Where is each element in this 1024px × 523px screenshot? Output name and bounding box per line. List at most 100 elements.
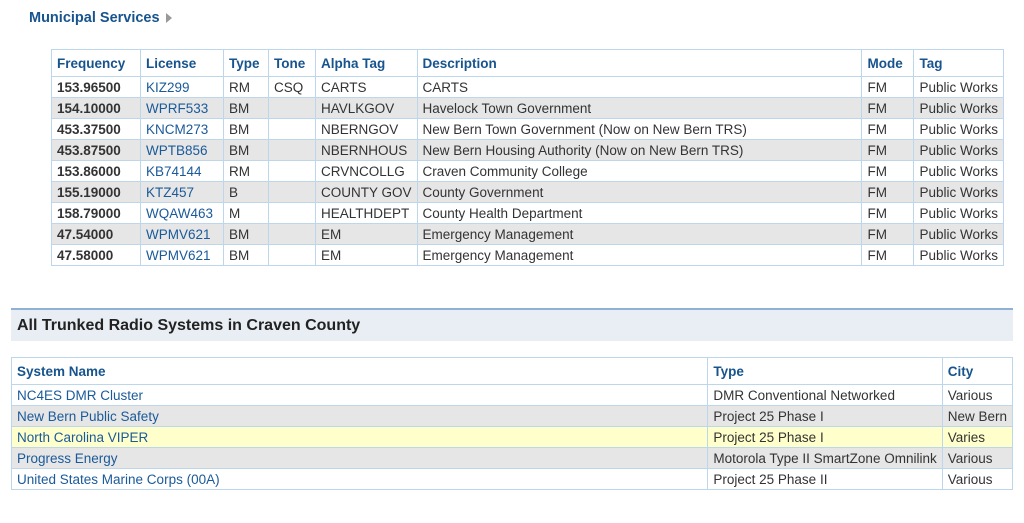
tag-cell: Public Works — [913, 223, 1004, 245]
system-name-cell: NC4ES DMR Cluster — [10, 384, 709, 406]
license-link[interactable]: WPMV621 — [146, 247, 211, 263]
type-cell: M — [223, 202, 269, 224]
col-system-type[interactable]: Type — [707, 357, 943, 385]
description-cell: Emergency Management — [416, 244, 863, 266]
description-cell: New Bern Town Government (Now on New Ber… — [416, 118, 863, 140]
trunked-systems-title: All Trunked Radio Systems in Craven Coun… — [17, 317, 361, 334]
alpha-tag-cell: NBERNHOUS — [315, 139, 418, 161]
type-cell: BM — [223, 139, 269, 161]
table-row: New Bern Public Safety Project 25 Phase … — [10, 405, 1014, 427]
table-header-row: Frequency License Type Tone Alpha Tag De… — [51, 49, 1004, 77]
city-cell: Various — [941, 468, 1014, 490]
mode-cell: FM — [861, 244, 915, 266]
municipal-services-title: Municipal Services — [29, 10, 160, 26]
alpha-tag-cell: EM — [315, 223, 418, 245]
license-link[interactable]: KNCM273 — [146, 121, 209, 137]
table-row: 47.54000 WPMV621 BM EM Emergency Managem… — [51, 223, 1004, 245]
type-cell: BM — [223, 223, 269, 245]
system-name-cell: New Bern Public Safety — [10, 405, 709, 427]
frequency-cell: 453.87500 — [51, 139, 141, 161]
frequency-cell: 158.79000 — [51, 202, 141, 224]
license-cell: WPMV621 — [140, 223, 224, 245]
alpha-tag-cell: CRVNCOLLG — [315, 160, 418, 182]
frequency-cell: 154.10000 — [51, 97, 141, 119]
tag-cell: Public Works — [913, 139, 1004, 161]
col-system-name[interactable]: System Name — [10, 357, 709, 385]
expand-arrow-icon[interactable] — [165, 13, 172, 23]
description-cell: CARTS — [416, 76, 863, 98]
tone-cell — [268, 181, 316, 203]
system-name-cell: North Carolina VIPER — [10, 426, 709, 448]
description-cell: Emergency Management — [416, 223, 863, 245]
table-row: NC4ES DMR Cluster DMR Conventional Netwo… — [10, 384, 1014, 406]
city-cell: Various — [941, 384, 1014, 406]
table-row: 47.58000 WPMV621 BM EM Emergency Managem… — [51, 244, 1004, 266]
col-mode[interactable]: Mode — [861, 49, 915, 77]
col-tag[interactable]: Tag — [913, 49, 1004, 77]
table-row: 154.10000 WPRF533 BM HAVLKGOV Havelock T… — [51, 97, 1004, 119]
system-type-cell: Motorola Type II SmartZone Omnilink — [707, 447, 943, 469]
table-row: 158.79000 WQAW463 M HEALTHDEPT County He… — [51, 202, 1004, 224]
tone-cell — [268, 160, 316, 182]
system-name-cell: Progress Energy — [10, 447, 709, 469]
description-cell: County Health Department — [416, 202, 863, 224]
description-cell: Craven Community College — [416, 160, 863, 182]
col-alpha-tag[interactable]: Alpha Tag — [315, 49, 418, 77]
system-link[interactable]: New Bern Public Safety — [17, 408, 159, 424]
mode-cell: FM — [861, 202, 915, 224]
mode-cell: FM — [861, 223, 915, 245]
col-city[interactable]: City — [941, 357, 1014, 385]
tone-cell — [268, 118, 316, 140]
frequency-cell: 47.54000 — [51, 223, 141, 245]
tone-cell: CSQ — [268, 76, 316, 98]
system-name-cell: United States Marine Corps (00A) — [10, 468, 709, 490]
mode-cell: FM — [861, 160, 915, 182]
license-link[interactable]: WPRF533 — [146, 100, 209, 116]
mode-cell: FM — [861, 97, 915, 119]
frequency-cell: 153.86000 — [51, 160, 141, 182]
license-cell: KIZ299 — [140, 76, 224, 98]
system-type-cell: Project 25 Phase I — [707, 426, 943, 448]
license-link[interactable]: WQAW463 — [146, 205, 214, 221]
table-row: 453.37500 KNCM273 BM NBERNGOV New Bern T… — [51, 118, 1004, 140]
license-link[interactable]: WPTB856 — [146, 142, 208, 158]
table-row: 153.96500 KIZ299 RM CSQ CARTS CARTS FM P… — [51, 76, 1004, 98]
tag-cell: Public Works — [913, 181, 1004, 203]
city-cell: Various — [941, 447, 1014, 469]
col-frequency[interactable]: Frequency — [51, 49, 141, 77]
alpha-tag-cell: HEALTHDEPT — [315, 202, 418, 224]
col-tone[interactable]: Tone — [268, 49, 316, 77]
tag-cell: Public Works — [913, 202, 1004, 224]
license-cell: KNCM273 — [140, 118, 224, 140]
city-cell: Varies — [941, 426, 1014, 448]
license-cell: KB74144 — [140, 160, 224, 182]
alpha-tag-cell: COUNTY GOV — [315, 181, 418, 203]
alpha-tag-cell: NBERNGOV — [315, 118, 418, 140]
mode-cell: FM — [861, 76, 915, 98]
description-cell: County Government — [416, 181, 863, 203]
system-link[interactable]: Progress Energy — [17, 450, 118, 466]
system-link[interactable]: North Carolina VIPER — [17, 429, 149, 445]
trunked-systems-table: System Name Type City NC4ES DMR Cluster … — [10, 357, 1014, 490]
tag-cell: Public Works — [913, 244, 1004, 266]
col-description[interactable]: Description — [416, 49, 863, 77]
col-type[interactable]: Type — [223, 49, 269, 77]
frequency-cell: 453.37500 — [51, 118, 141, 140]
license-link[interactable]: KB74144 — [146, 163, 202, 179]
type-cell: BM — [223, 244, 269, 266]
tag-cell: Public Works — [913, 76, 1004, 98]
frequency-cell: 47.58000 — [51, 244, 141, 266]
col-license[interactable]: License — [140, 49, 224, 77]
type-cell: BM — [223, 118, 269, 140]
system-type-cell: Project 25 Phase I — [707, 405, 943, 427]
municipal-services-toggle[interactable]: Municipal Services — [29, 10, 172, 26]
license-link[interactable]: KTZ457 — [146, 184, 195, 200]
table-row: Progress Energy Motorola Type II SmartZo… — [10, 447, 1014, 469]
license-cell: WPRF533 — [140, 97, 224, 119]
license-link[interactable]: KIZ299 — [146, 79, 190, 95]
license-link[interactable]: WPMV621 — [146, 226, 211, 242]
system-link[interactable]: United States Marine Corps (00A) — [17, 471, 220, 487]
tone-cell — [268, 97, 316, 119]
system-link[interactable]: NC4ES DMR Cluster — [17, 387, 144, 403]
tone-cell — [268, 223, 316, 245]
